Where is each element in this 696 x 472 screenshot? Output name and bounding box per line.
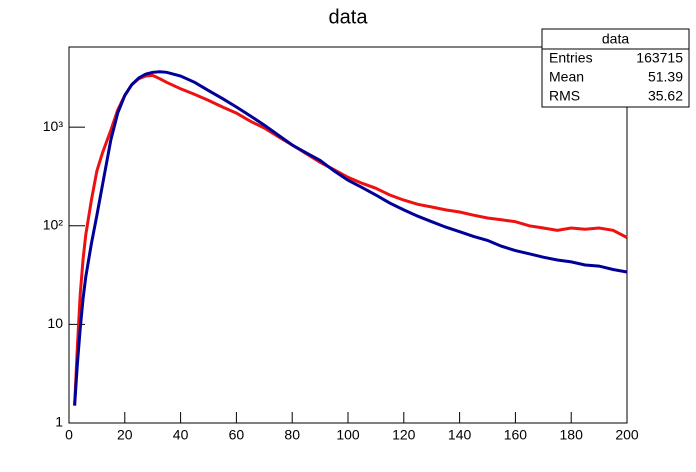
x-tick-label: 20 [117,427,133,443]
x-tick-label: 40 [173,427,189,443]
stats-title: data [602,31,629,47]
x-tick-label: 160 [504,427,528,443]
stats-value: 35.62 [648,88,683,104]
x-tick-label: 0 [65,427,73,443]
y-tick-label: 10 [47,315,63,331]
x-tick-label: 180 [560,427,584,443]
x-tick-label: 100 [336,427,360,443]
stats-label: Mean [549,69,584,85]
chart-title: data [329,6,369,28]
stats-label: Entries [549,50,593,66]
x-tick-label: 200 [615,427,639,443]
stats-label: RMS [549,88,580,104]
x-tick-label: 120 [392,427,416,443]
stats-value: 51.39 [648,69,683,85]
x-tick-label: 60 [229,427,245,443]
data-line [73,70,628,406]
x-tick-label: 140 [448,427,472,443]
stats-box [541,28,690,108]
y-tick-label: 1 [55,414,63,430]
y-tick-label: 10² [43,216,64,232]
stats-value: 163715 [636,50,683,66]
y-tick-label: 10³ [43,118,64,134]
x-tick-label: 80 [284,427,300,443]
